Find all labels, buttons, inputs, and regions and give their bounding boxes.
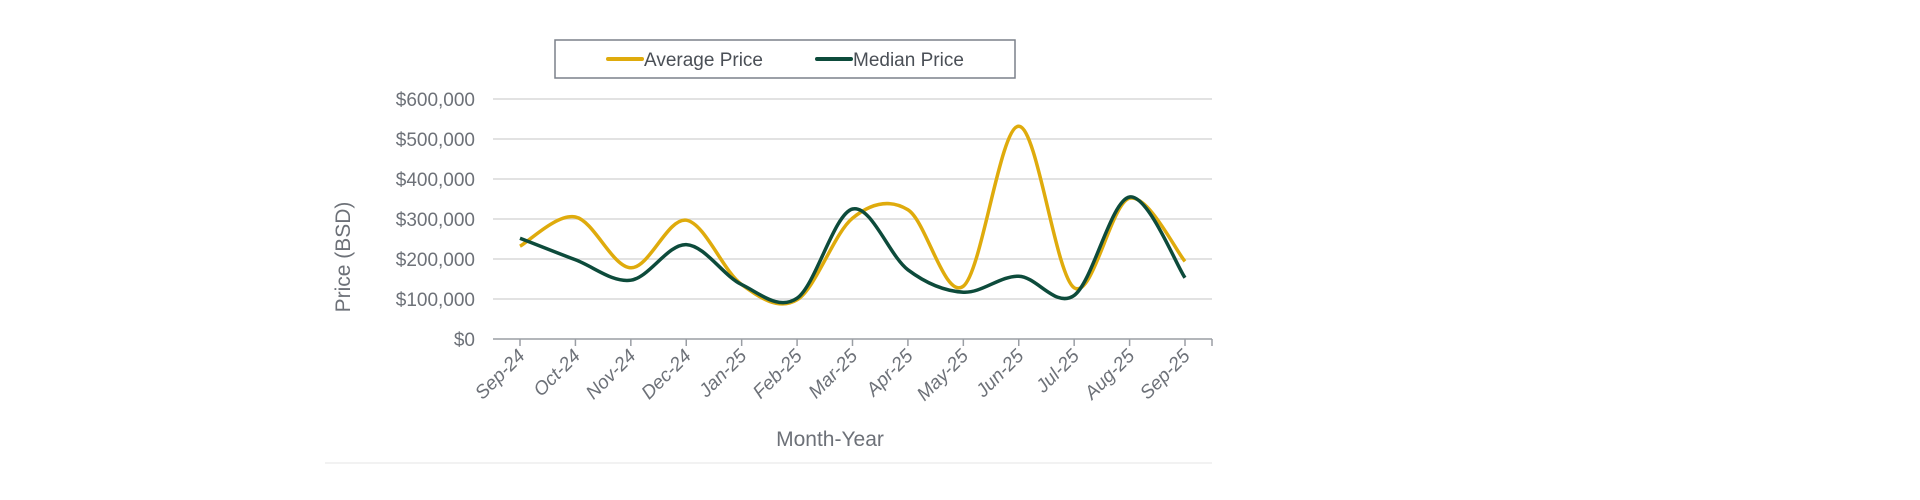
y-axis-title: Price (BSD): [332, 202, 355, 313]
x-tick-label: Nov-24: [582, 346, 640, 404]
y-tick-label: $300,000: [396, 210, 475, 231]
x-tick-label: Feb-25: [749, 345, 807, 403]
x-axis-title: Month-Year: [776, 428, 884, 451]
series-line-median-price: [519, 195, 1187, 305]
series-line-average-price: [519, 124, 1187, 306]
legend-label-average: Average Price: [644, 50, 763, 71]
legend: Average Price Median Price: [554, 39, 1016, 79]
x-tick-label: Dec-24: [638, 346, 696, 404]
y-tick-label: $600,000: [396, 90, 475, 111]
x-tick-label: Jun-25: [972, 345, 1029, 402]
legend-label-median: Median Price: [853, 50, 964, 71]
x-tick-label: Jan-25: [695, 345, 752, 402]
x-tick-label: Mar-25: [805, 345, 862, 402]
y-tick-label: $0: [454, 330, 475, 351]
y-tick-label: $200,000: [396, 250, 475, 271]
x-tick-label: Sep-24: [471, 346, 529, 404]
x-tick-label: Aug-25: [1080, 345, 1139, 404]
x-tick-label: Sep-25: [1136, 345, 1194, 403]
y-tick-label: $100,000: [396, 290, 475, 311]
x-tick-label: May-25: [913, 345, 973, 405]
x-tick-label: Apr-25: [862, 345, 918, 401]
y-tick-label: $500,000: [396, 130, 475, 151]
x-tick-label: Oct-24: [530, 346, 585, 401]
x-tick-label: Jul-25: [1032, 345, 1084, 397]
y-tick-label: $400,000: [396, 170, 475, 191]
